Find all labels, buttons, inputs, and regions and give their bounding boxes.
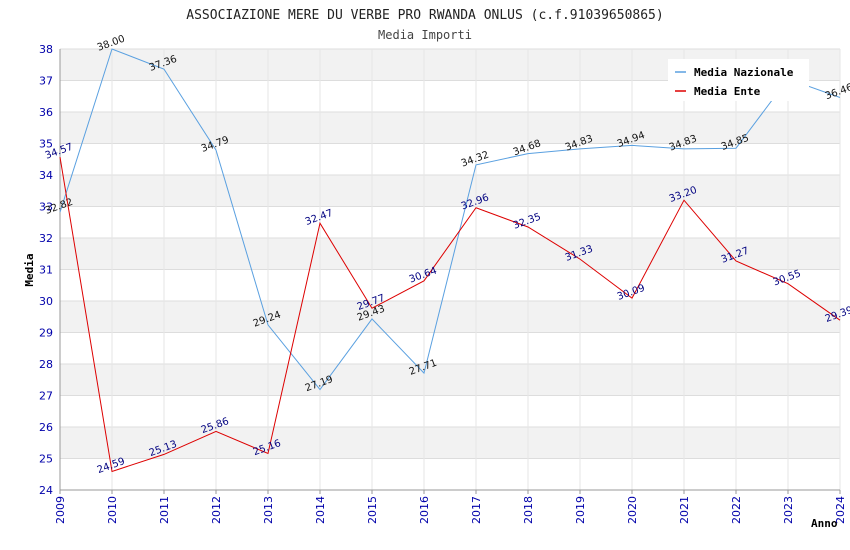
y-tick-label: 36 bbox=[39, 106, 53, 119]
y-tick-label: 25 bbox=[39, 453, 53, 466]
y-axis-label: Media bbox=[23, 253, 36, 286]
y-tick-label: 38 bbox=[39, 43, 53, 56]
y-tick-labels: 24 25 26 27 28 29 30 31 32 33 34 35 36 37 38 bbox=[39, 43, 53, 497]
legend-entry: Media Ente bbox=[694, 85, 761, 98]
y-tick-label: 24 bbox=[39, 484, 53, 497]
legend: Media Nazionale Media Ente bbox=[668, 59, 809, 101]
y-tick-label: 29 bbox=[39, 327, 53, 340]
y-tick-label: 28 bbox=[39, 358, 53, 371]
x-tick-label: 2013 bbox=[262, 496, 275, 524]
x-tick-label: 2015 bbox=[366, 496, 379, 524]
grid-band bbox=[60, 364, 840, 396]
series-line bbox=[59, 48, 841, 391]
y-tick-label: 26 bbox=[39, 421, 53, 434]
x-tick-label: 2012 bbox=[210, 496, 223, 524]
x-tick-label: 2023 bbox=[782, 496, 795, 524]
legend-entry: Media Nazionale bbox=[694, 66, 794, 79]
grid-bands bbox=[60, 49, 840, 459]
legend-box bbox=[668, 59, 809, 101]
grid-band bbox=[60, 175, 840, 207]
x-tick-label: 2024 bbox=[834, 496, 847, 524]
x-axis-label: Anno bbox=[811, 517, 838, 530]
y-tick-label: 32 bbox=[39, 232, 53, 245]
x-tick-label: 2020 bbox=[626, 496, 639, 524]
grid-band bbox=[60, 301, 840, 333]
x-tick-label: 2018 bbox=[522, 496, 535, 524]
y-tick-label: 37 bbox=[39, 75, 53, 88]
data-label: 32.35 bbox=[512, 212, 543, 232]
grid-band bbox=[60, 238, 840, 270]
y-tick-label: 33 bbox=[39, 201, 53, 214]
grid-band bbox=[60, 112, 840, 144]
y-tick-label: 30 bbox=[39, 295, 53, 308]
data-label: 24.59 bbox=[96, 456, 127, 476]
y-tick-label: 34 bbox=[39, 169, 53, 182]
x-tick-label: 2017 bbox=[470, 496, 483, 524]
chart-title: ASSOCIAZIONE MERE DU VERBE PRO RWANDA ON… bbox=[186, 8, 663, 23]
x-tick-label: 2010 bbox=[106, 496, 119, 524]
x-tick-label: 2021 bbox=[678, 496, 691, 524]
data-label: 30.09 bbox=[616, 283, 647, 303]
data-label: 30.55 bbox=[772, 268, 803, 288]
x-tick-labels: 2009 2010 2011 2012 2013 2014 2015 2016 2017 2018… bbox=[54, 496, 847, 524]
x-tick-label: 2014 bbox=[314, 496, 327, 524]
x-tick-label: 2009 bbox=[54, 496, 67, 524]
y-tick-label: 35 bbox=[39, 138, 53, 151]
x-tick-label: 2019 bbox=[574, 496, 587, 524]
x-tick-label: 2022 bbox=[730, 496, 743, 524]
chart-subtitle: Media Importi bbox=[378, 28, 472, 42]
y-tick-label: 31 bbox=[39, 264, 53, 277]
data-label: 36.46 bbox=[824, 82, 850, 102]
x-tick-label: 2011 bbox=[158, 496, 171, 524]
y-tick-label: 27 bbox=[39, 390, 53, 403]
x-tick-label: 2016 bbox=[418, 496, 431, 524]
grid-band bbox=[60, 427, 840, 459]
axes bbox=[59, 49, 841, 494]
series-line bbox=[59, 156, 841, 473]
